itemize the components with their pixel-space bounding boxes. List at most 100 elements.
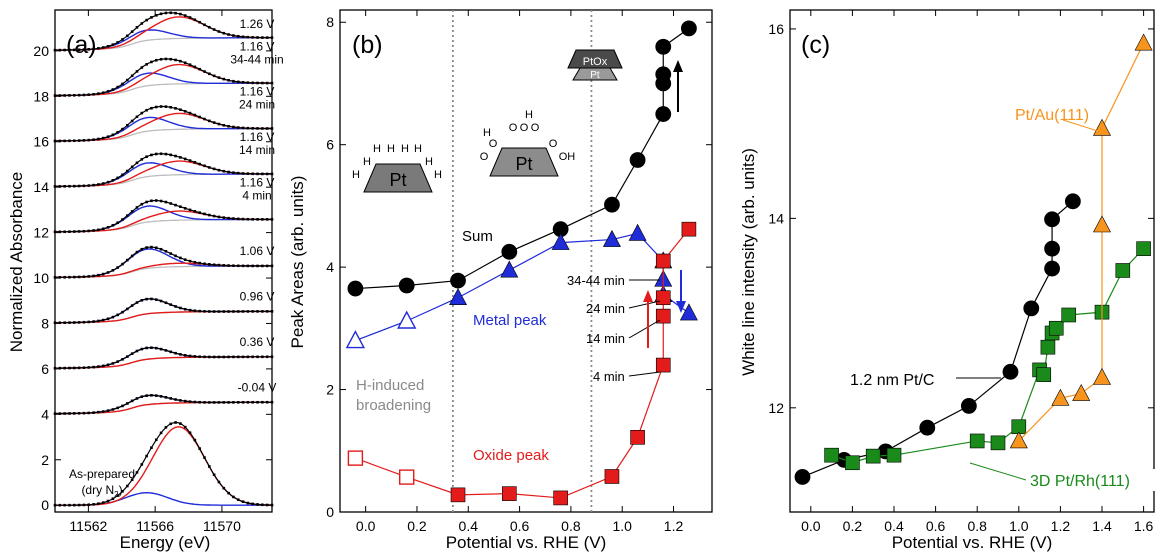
data-point (203, 262, 206, 266)
data-point (82, 411, 86, 415)
pt-rh-point (845, 455, 860, 471)
data-point (164, 152, 168, 156)
data-point (53, 503, 57, 507)
o-atom: O (480, 151, 489, 163)
data-point (68, 139, 71, 143)
data-point (241, 172, 245, 175)
data-point (203, 23, 206, 27)
data-point (116, 266, 119, 269)
data-point (198, 115, 201, 119)
data-point (135, 26, 139, 29)
data-point (106, 499, 110, 503)
data-point (265, 400, 269, 404)
data-point (77, 411, 81, 415)
data-point (265, 355, 269, 359)
metal-peak-point (500, 260, 519, 278)
pt-label-o: Pt (515, 154, 532, 174)
data-point (101, 46, 105, 49)
measured-spectrum (55, 421, 273, 506)
data-point (198, 309, 201, 313)
metal-peak-point (628, 223, 647, 241)
data-point (236, 217, 240, 221)
data-point (87, 275, 91, 278)
data-point (208, 25, 211, 29)
data-point (145, 346, 148, 350)
data-point (87, 320, 91, 324)
data-point (222, 264, 226, 267)
ptrh-annotation: 3D Pt/Rh(111) (1030, 473, 1130, 490)
data-point (82, 320, 86, 324)
spectrum-label: 0.96 V (240, 289, 275, 303)
oxide-peak-point (655, 290, 671, 306)
data-point (179, 108, 182, 111)
data-point (198, 400, 201, 404)
data-point (116, 221, 119, 225)
data-point (183, 258, 187, 261)
panel-a-xtick-label: 11566 (136, 518, 174, 534)
data-point (265, 310, 269, 313)
data-point (251, 310, 255, 313)
data-point (121, 173, 124, 177)
data-point (174, 154, 177, 158)
data-point (208, 465, 211, 468)
data-point (179, 353, 182, 356)
spectrum-sublabel: (dry N2) (81, 483, 122, 499)
data-point (174, 58, 177, 62)
data-point (140, 395, 144, 398)
data-point (232, 34, 235, 37)
data-point (246, 217, 250, 221)
data-point (82, 48, 86, 51)
data-point (101, 501, 105, 504)
h-atom: H (373, 143, 381, 155)
panel-c-white-line: (c) Potential vs. RHE (V) White line int… (739, 9, 1156, 552)
data-point (232, 495, 235, 499)
data-point (246, 400, 250, 404)
data-point (92, 274, 95, 278)
data-point (179, 306, 182, 310)
data-point (53, 321, 57, 325)
data-point (130, 352, 134, 355)
panel-a-ytick-label: 10 (33, 270, 49, 286)
data-point (256, 127, 259, 130)
data-point (154, 298, 158, 301)
oxide-peak-point (630, 430, 645, 445)
panel-a-ytick-label: 12 (33, 225, 49, 241)
data-point (140, 66, 144, 69)
data-point (72, 366, 76, 370)
data-point (203, 70, 206, 73)
h-induced-annotation-2: broadening (356, 397, 431, 414)
oxide-peak-point (681, 221, 697, 237)
data-point (246, 355, 250, 359)
data-point (212, 121, 216, 124)
data-point (135, 397, 139, 400)
h-atoms: H H H H H H H H (352, 143, 442, 181)
panel-b-ylabel: Peak Areas (arb. units) (288, 176, 307, 349)
data-point (222, 486, 226, 490)
h-atom: H (483, 127, 491, 139)
data-point (101, 272, 105, 276)
h-atom: H (434, 169, 442, 181)
data-point (154, 105, 158, 109)
data-point (53, 185, 57, 188)
data-point (154, 394, 158, 397)
data-point (101, 318, 105, 322)
spectrum-sublabel: 24 min (239, 98, 275, 112)
data-point (58, 276, 62, 279)
data-point (97, 228, 100, 232)
sum-point (450, 272, 466, 289)
h-induced-annotation-1: H-induced (356, 377, 424, 394)
panel-c-xtick-label: 0.2 (843, 518, 863, 534)
data-point (188, 111, 192, 115)
h-atom: H (401, 143, 409, 155)
data-point (77, 139, 81, 142)
data-point (179, 256, 182, 260)
data-point (174, 107, 177, 110)
black-up-arrowhead (673, 60, 683, 72)
data-point (251, 218, 255, 221)
data-point (68, 184, 71, 188)
data-point (116, 176, 119, 180)
data-point (63, 48, 66, 52)
data-point (256, 172, 259, 176)
data-point (97, 410, 100, 414)
data-point (212, 74, 216, 78)
